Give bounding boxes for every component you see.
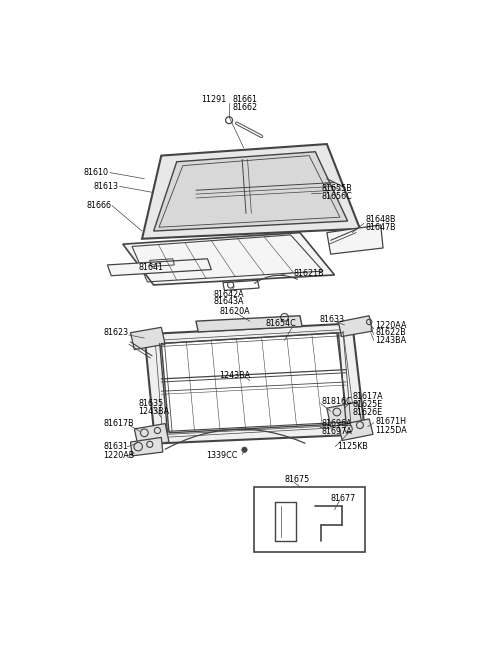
Text: 81656C: 81656C xyxy=(322,192,352,201)
Polygon shape xyxy=(134,424,169,447)
Text: 81661: 81661 xyxy=(232,95,257,104)
Text: 81696A: 81696A xyxy=(322,419,352,428)
Circle shape xyxy=(242,447,247,453)
Polygon shape xyxy=(327,402,361,426)
Polygon shape xyxy=(338,419,373,441)
Text: 81697A: 81697A xyxy=(322,427,352,436)
Polygon shape xyxy=(338,316,372,337)
Text: 81671H: 81671H xyxy=(375,417,407,426)
Text: 81631: 81631 xyxy=(104,442,129,451)
Text: 81642A: 81642A xyxy=(214,290,244,299)
Text: 81648B: 81648B xyxy=(365,215,396,224)
Polygon shape xyxy=(108,259,211,276)
Text: 81655B: 81655B xyxy=(322,184,352,193)
Text: 1243BA: 1243BA xyxy=(375,336,407,345)
Text: 1339CC: 1339CC xyxy=(206,451,237,460)
Polygon shape xyxy=(142,144,360,239)
Polygon shape xyxy=(123,233,335,285)
Text: 81625E: 81625E xyxy=(352,400,383,409)
Polygon shape xyxy=(131,328,165,350)
Text: 81623: 81623 xyxy=(104,328,129,337)
Text: 81643A: 81643A xyxy=(214,297,244,307)
Text: 81666: 81666 xyxy=(86,201,111,210)
Text: 81610: 81610 xyxy=(84,168,109,177)
Text: 81620A: 81620A xyxy=(219,307,250,316)
Text: 81622B: 81622B xyxy=(375,328,406,337)
Polygon shape xyxy=(144,324,365,443)
Text: 1243BA: 1243BA xyxy=(219,371,250,379)
Text: 81617A: 81617A xyxy=(352,392,383,401)
Text: 1220AB: 1220AB xyxy=(104,451,135,460)
Text: 1125KB: 1125KB xyxy=(337,442,368,451)
Text: 1220AA: 1220AA xyxy=(375,320,407,329)
Text: 81641: 81641 xyxy=(138,263,163,272)
Text: 11291: 11291 xyxy=(202,95,227,104)
Polygon shape xyxy=(161,333,348,433)
Text: 1243BA: 1243BA xyxy=(138,407,169,416)
Polygon shape xyxy=(327,225,383,254)
Text: 81654C: 81654C xyxy=(265,319,296,328)
Text: 81635: 81635 xyxy=(138,399,163,408)
Text: 81617B: 81617B xyxy=(104,419,134,428)
Text: 81647B: 81647B xyxy=(365,223,396,232)
Text: 81816C: 81816C xyxy=(322,398,352,407)
Text: 81626E: 81626E xyxy=(352,407,383,417)
Text: 81677: 81677 xyxy=(331,494,356,503)
Polygon shape xyxy=(131,438,163,456)
Polygon shape xyxy=(154,152,348,231)
Text: 81662: 81662 xyxy=(232,103,257,111)
Text: 81613: 81613 xyxy=(94,182,119,191)
Bar xyxy=(254,487,365,552)
Text: 81675: 81675 xyxy=(285,474,310,483)
Polygon shape xyxy=(196,316,302,332)
Text: 81633: 81633 xyxy=(319,315,344,324)
Text: 81621B: 81621B xyxy=(294,269,324,278)
Text: 1125DA: 1125DA xyxy=(375,426,407,435)
